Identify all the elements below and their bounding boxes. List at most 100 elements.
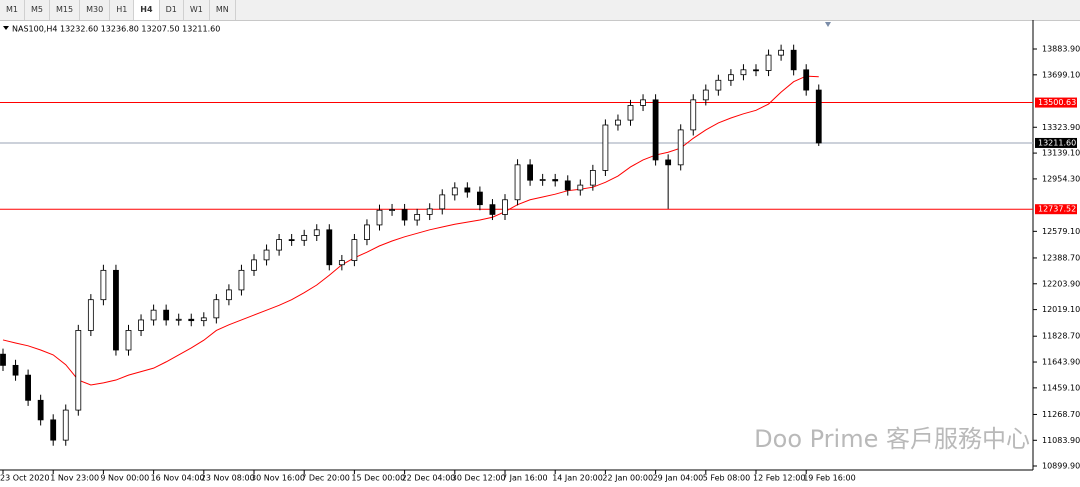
x-tick-label: 16 Nov 04:00 <box>151 474 205 483</box>
candle-body <box>138 319 144 331</box>
candle-body <box>476 191 483 206</box>
candle-body <box>313 229 320 236</box>
x-tick-label: 22 Jan 00:00 <box>602 474 653 483</box>
y-tick-label: 11459.10 <box>1042 383 1080 392</box>
candle-body <box>87 299 94 331</box>
candle-body <box>188 318 195 322</box>
timeframe-bar: M1 M5 M15 M30 H1 H4 D1 W1 MN <box>0 0 1080 21</box>
timeframe-button[interactable]: M5 <box>25 0 50 20</box>
candle-body <box>338 260 345 266</box>
y-tick-label: 12388.70 <box>1042 253 1080 262</box>
timeframe-button[interactable]: M1 <box>0 0 25 20</box>
chart: NAS100,H4 13232.60 13236.80 13207.50 132… <box>0 20 1080 483</box>
candle-body <box>0 353 6 366</box>
price-label: 12737.52 <box>1038 205 1076 214</box>
candle-body <box>589 170 596 186</box>
y-tick-label: 11268.70 <box>1042 410 1080 419</box>
header-arrow <box>3 26 9 30</box>
candle-body <box>175 318 182 321</box>
y-tick-label: 11083.90 <box>1042 436 1080 445</box>
candle-body <box>715 79 722 91</box>
moving-average <box>2 75 819 386</box>
candle-body <box>702 89 709 101</box>
x-tick-label: 15 Dec 00:00 <box>351 474 405 483</box>
price-label: 13211.60 <box>1038 138 1076 147</box>
y-tick-label: 13139.10 <box>1042 149 1080 158</box>
candle-body <box>640 99 646 106</box>
chart-header: NAS100,H4 13232.60 13236.80 13207.50 132… <box>12 25 220 34</box>
candle-body <box>439 194 446 210</box>
price-label-box <box>1035 204 1077 215</box>
y-tick-label: 11643.90 <box>1042 358 1080 367</box>
x-tick-label: 30 Dec 12:00 <box>452 474 506 483</box>
candle-body <box>163 309 170 321</box>
x-tick-label: 19 Feb 16:00 <box>803 474 855 483</box>
price-label-box <box>1035 137 1077 148</box>
x-tick-label: 22 Dec 04:00 <box>402 474 456 483</box>
timeframe-button[interactable]: H4 <box>134 0 160 20</box>
candle-body <box>12 364 19 376</box>
candle-body <box>251 259 257 271</box>
candle-body <box>326 229 333 266</box>
timeframe-button[interactable]: MN <box>210 0 236 20</box>
x-tick-label: 14 Jan 20:00 <box>552 474 603 483</box>
candle-body <box>451 187 458 196</box>
candle-body <box>514 164 521 201</box>
candle-body <box>426 208 433 215</box>
candle-body <box>665 159 672 166</box>
candle-body <box>37 399 44 421</box>
candle-body <box>401 209 408 221</box>
candle-body <box>75 330 82 411</box>
timeframe-button[interactable]: H1 <box>110 0 135 20</box>
candle-body <box>677 129 684 166</box>
candle-body <box>564 180 571 191</box>
candle-body <box>602 124 609 171</box>
candle-body <box>276 239 283 251</box>
x-tick-label: 7 Dec 20:00 <box>301 474 350 483</box>
candle-body <box>615 119 621 126</box>
timeframe-button[interactable]: M30 <box>80 0 111 20</box>
candle-body <box>288 239 295 241</box>
y-tick-label: 13883.90 <box>1042 44 1080 53</box>
candle-body <box>539 179 546 181</box>
x-tick-label: 12 Feb 12:00 <box>753 474 805 483</box>
y-tick-label: 10899.90 <box>1042 462 1080 471</box>
candle-body <box>225 289 232 301</box>
candle-body <box>113 269 119 351</box>
y-tick-label: 12954.30 <box>1042 174 1080 183</box>
candle-body <box>690 99 697 131</box>
x-tick-label: 9 Nov 00:00 <box>100 474 149 483</box>
candle-body <box>815 89 822 144</box>
y-tick-label: 12203.90 <box>1042 279 1080 288</box>
candle-body <box>364 224 370 240</box>
marker-triangle <box>825 22 831 27</box>
candle-body <box>200 317 207 322</box>
candle-body <box>753 69 759 72</box>
candle-body <box>765 54 772 71</box>
candle-body <box>577 184 584 191</box>
price-label: 13500.63 <box>1038 98 1076 107</box>
y-tick-label: 12019.10 <box>1042 305 1080 314</box>
candle-body <box>376 209 383 226</box>
candle-body <box>627 105 634 121</box>
timeframe-button[interactable]: M15 <box>50 0 81 20</box>
timeframe-button[interactable]: W1 <box>184 0 210 20</box>
candle-body <box>238 269 245 291</box>
x-tick-label: 30 Nov 16:00 <box>251 474 305 483</box>
candle-body <box>728 74 734 81</box>
timeframe-button[interactable]: D1 <box>160 0 184 20</box>
y-tick-label: 13323.90 <box>1042 123 1080 132</box>
candle-body <box>213 299 220 319</box>
candle-body <box>489 204 496 215</box>
x-tick-label: 1 Nov 23:00 <box>50 474 99 483</box>
candle-body <box>301 235 308 241</box>
x-tick-label: 29 Jan 04:00 <box>653 474 704 483</box>
candle-body <box>552 179 559 182</box>
candle-body <box>351 239 358 261</box>
candle-body <box>790 49 797 71</box>
candle-body <box>502 199 508 215</box>
x-tick-label: 23 Nov 08:00 <box>201 474 255 483</box>
x-tick-label: 23 Oct 2020 <box>0 474 49 483</box>
x-tick-label: 7 Jan 16:00 <box>502 474 548 483</box>
